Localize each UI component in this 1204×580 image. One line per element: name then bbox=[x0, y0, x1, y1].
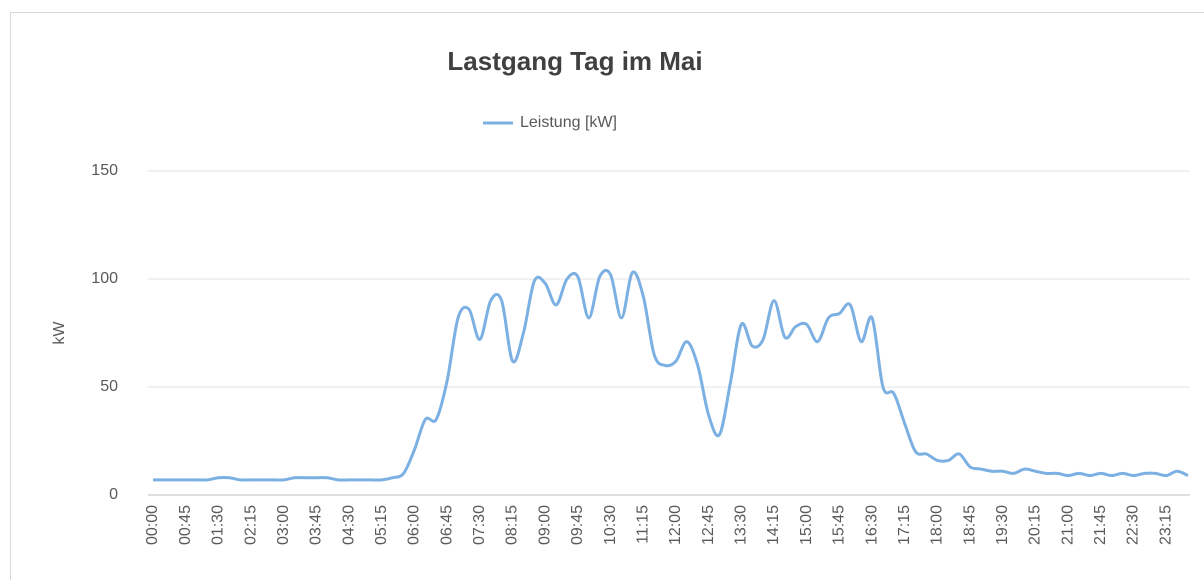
x-tick-label: 14:15 bbox=[765, 505, 782, 545]
x-tick-label: 23:15 bbox=[1157, 505, 1174, 545]
y-tick-label: 100 bbox=[91, 270, 118, 287]
x-tick-label: 18:00 bbox=[929, 505, 946, 545]
y-tick-label: 50 bbox=[100, 378, 118, 395]
x-tick-label: 06:00 bbox=[406, 505, 423, 545]
y-axis-label: kW bbox=[51, 321, 68, 345]
legend-label: Leistung [kW] bbox=[520, 114, 617, 131]
x-tick-label: 07:30 bbox=[471, 505, 488, 545]
x-tick-label: 11:15 bbox=[634, 505, 651, 544]
chart-title: Lastgang Tag im Mai bbox=[447, 46, 702, 76]
x-tick-label: 08:15 bbox=[504, 505, 521, 545]
y-tick-label: 150 bbox=[91, 162, 118, 179]
x-tick-label: 21:00 bbox=[1059, 505, 1076, 545]
x-tick-label: 20:15 bbox=[1027, 505, 1044, 545]
x-tick-label: 02:15 bbox=[242, 505, 259, 545]
y-tick-label: 0 bbox=[109, 486, 118, 503]
x-tick-label: 19:30 bbox=[994, 505, 1011, 545]
x-tick-label: 00:00 bbox=[144, 505, 161, 545]
x-tick-label: 00:45 bbox=[177, 505, 194, 545]
x-tick-label: 03:00 bbox=[275, 505, 292, 545]
chart-frame bbox=[10, 12, 1204, 580]
x-tick-label: 15:00 bbox=[798, 505, 815, 545]
x-tick-label: 03:45 bbox=[308, 505, 325, 545]
x-tick-label: 12:45 bbox=[700, 505, 717, 545]
x-tick-label: 18:45 bbox=[961, 505, 978, 545]
x-tick-label: 09:00 bbox=[536, 505, 553, 545]
x-tick-label: 06:45 bbox=[438, 505, 455, 545]
x-tick-label: 12:00 bbox=[667, 505, 684, 545]
x-tick-label: 17:15 bbox=[896, 505, 913, 545]
x-tick-label: 10:30 bbox=[602, 505, 619, 545]
x-tick-label: 04:30 bbox=[340, 505, 357, 545]
x-tick-label: 21:45 bbox=[1092, 505, 1109, 545]
x-tick-label: 05:15 bbox=[373, 505, 390, 545]
data-line bbox=[153, 268, 1189, 482]
x-tick-label: 15:45 bbox=[831, 505, 848, 545]
x-tick-label: 01:30 bbox=[210, 505, 227, 545]
x-tick-label: 09:45 bbox=[569, 505, 586, 545]
x-tick-label: 13:30 bbox=[733, 505, 750, 545]
x-tick-label: 16:30 bbox=[863, 505, 880, 545]
x-tick-label: 22:30 bbox=[1125, 505, 1142, 545]
